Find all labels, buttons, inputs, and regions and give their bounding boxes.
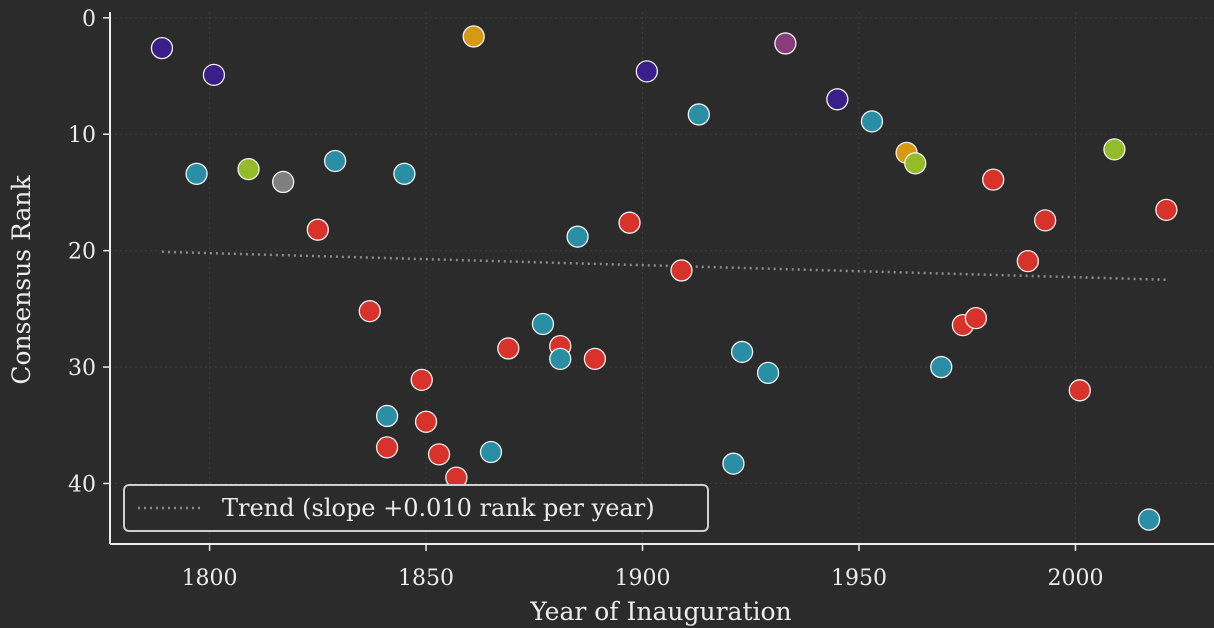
legend-box	[123, 484, 709, 532]
data-point	[323, 149, 347, 173]
data-point	[904, 152, 927, 175]
data-point	[272, 170, 295, 194]
data-point	[427, 443, 451, 466]
axes	[109, 12, 1214, 545]
legend: Trend (slope +0.010 rank per year)	[123, 484, 709, 532]
data-point	[531, 312, 555, 336]
data-point	[687, 103, 710, 126]
data-point	[237, 158, 260, 181]
y-axis-label: Consensus Rank	[7, 175, 36, 385]
data-point	[375, 404, 399, 428]
data-point	[774, 32, 797, 55]
data-point	[826, 88, 849, 111]
data-point	[410, 368, 433, 392]
trend-line	[161, 250, 1167, 281]
data-point	[1068, 379, 1091, 402]
data-point	[860, 110, 884, 133]
data-point	[670, 259, 693, 282]
data-point	[202, 63, 226, 87]
data-point	[393, 162, 416, 185]
data-point	[618, 211, 641, 234]
data-point	[185, 162, 208, 185]
legend-label-trend: Trend (slope +0.010 rank per year)	[222, 494, 655, 522]
data-point	[479, 440, 503, 464]
data-point	[730, 340, 754, 364]
x-tick-label: 1900	[615, 566, 671, 591]
ticks: 1800 1850 1900 1950 2000 0 10 20 30 40	[68, 7, 1103, 591]
grid	[110, 12, 1214, 544]
x-axis-label: Year of Inauguration	[529, 597, 791, 626]
data-point	[756, 361, 780, 385]
data-point	[964, 307, 988, 330]
data-point	[462, 25, 485, 48]
data-point	[635, 60, 658, 83]
data-point	[306, 218, 329, 241]
data-point	[566, 225, 589, 248]
y-tick-label: 40	[68, 472, 96, 497]
data-point	[1137, 508, 1161, 531]
x-tick-label: 1950	[831, 566, 887, 591]
data-point	[930, 355, 953, 379]
data-point	[150, 36, 174, 60]
data-point	[1034, 209, 1057, 232]
y-tick-label: 0	[82, 7, 96, 32]
data-point	[549, 347, 572, 371]
data-point	[358, 300, 381, 323]
data-point	[982, 168, 1005, 191]
y-tick-label: 10	[68, 123, 96, 148]
data-point	[1016, 249, 1039, 273]
data-point	[414, 410, 438, 433]
data-point	[497, 337, 520, 360]
data-point	[375, 436, 399, 459]
data-point	[583, 347, 607, 371]
data-points	[150, 25, 1178, 531]
data-point	[1103, 138, 1126, 161]
data-point	[722, 452, 745, 475]
y-tick-label: 30	[68, 356, 96, 381]
x-tick-label: 1800	[182, 566, 238, 591]
y-tick-label: 20	[68, 240, 96, 265]
x-tick-label: 2000	[1047, 566, 1103, 591]
data-point	[1155, 198, 1178, 222]
x-tick-label: 1850	[398, 566, 454, 591]
